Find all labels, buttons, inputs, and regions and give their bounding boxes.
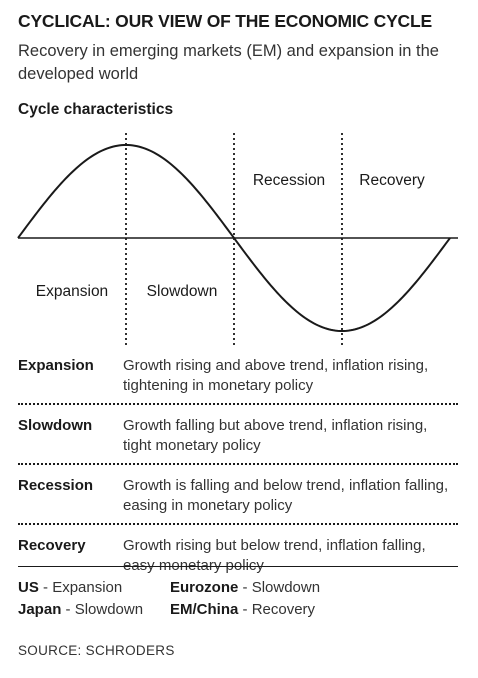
region-phase: Slowdown [74, 601, 144, 618]
subtitle: Recovery in emerging markets (EM) and ex… [18, 42, 439, 83]
region-name: US [18, 579, 39, 596]
phase-name: Expansion [18, 357, 94, 374]
region-japan: Japan - Slowdown [18, 599, 143, 621]
phase-label-recovery: Recovery [359, 172, 425, 189]
characteristics-table: Expansion Growth rising and above trend,… [18, 352, 458, 583]
phase-description: Growth is falling and below trend, infla… [123, 477, 449, 514]
region-us: US - Expansion [18, 577, 122, 599]
region-phase: Expansion [52, 579, 123, 596]
table-row: Recovery Growth rising but below trend, … [18, 532, 458, 583]
phase-name: Slowdown [18, 417, 93, 434]
region-name: Eurozone [170, 579, 239, 596]
phase-label-slowdown: Slowdown [147, 283, 218, 300]
phase-label-recession: Recession [253, 172, 325, 189]
region-em-china: EM/China - Recovery [170, 599, 315, 621]
region-phase: Slowdown [251, 579, 321, 596]
phase-name: Recession [18, 477, 94, 494]
table-row: Slowdown Growth falling but above trend,… [18, 412, 458, 465]
section-title: Cycle characteristics [18, 101, 174, 118]
region-name: Japan [18, 601, 62, 618]
region-name: EM/China [170, 601, 239, 618]
table-row: Recession Growth is falling and below tr… [18, 472, 458, 525]
region-phase: Recovery [251, 601, 316, 618]
source-note: SOURCE: SCHRODERS [18, 643, 175, 658]
region-separator: - [238, 579, 252, 596]
page-title: CYCLICAL: OUR VIEW OF THE ECONOMIC CYCLE [18, 11, 432, 31]
cycle-diagram: Expansion Slowdown Recession Recovery [17, 133, 458, 347]
divider-line [18, 566, 458, 567]
phase-description: Growth rising but below trend, inflation… [123, 537, 426, 574]
region-separator: - [38, 579, 53, 596]
phase-description: Growth falling but above trend, inflatio… [123, 417, 428, 454]
region-eurozone: Eurozone - Slowdown [170, 577, 320, 599]
region-separator: - [61, 601, 75, 618]
table-row: Expansion Growth rising and above trend,… [18, 352, 458, 405]
phase-description: Growth rising and above trend, inflation… [123, 357, 429, 394]
phase-label-expansion: Expansion [36, 283, 108, 300]
cycle-curve [17, 143, 451, 333]
phase-name: Recovery [18, 537, 86, 554]
region-separator: - [238, 601, 252, 618]
